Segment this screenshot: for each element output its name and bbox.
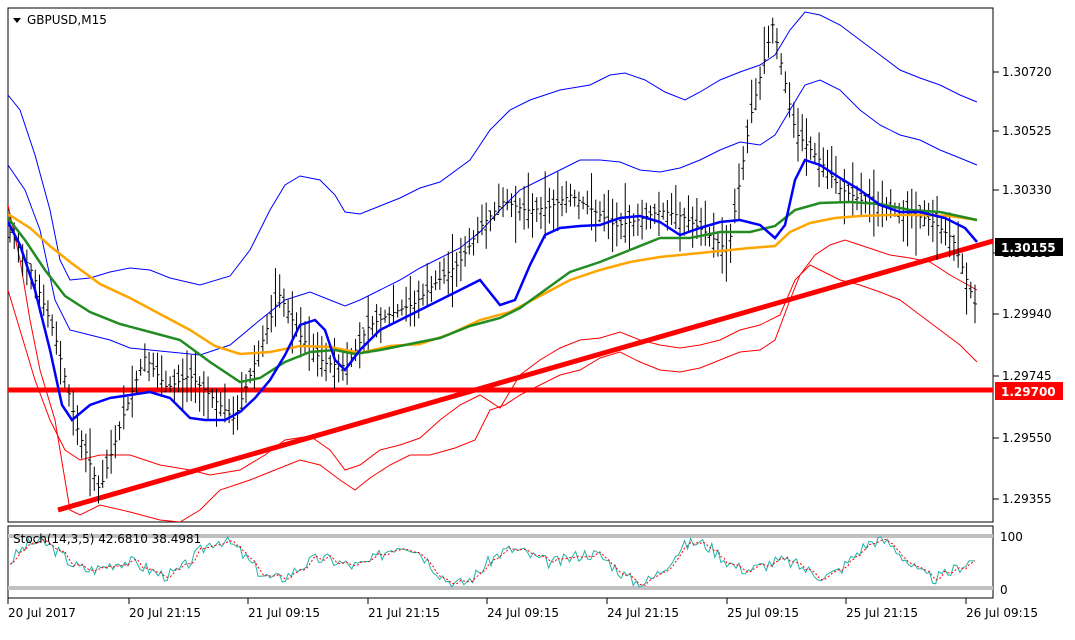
price-axis: 1.30720 1.30525 1.30330 1.30135 1.29940 …	[993, 65, 1063, 506]
price-tick: 1.30330	[1002, 183, 1052, 197]
support-price-label: 1.29700	[1001, 385, 1056, 399]
stoch-main-line	[9, 535, 975, 588]
time-tick: 26 Jul 09:15	[966, 606, 1038, 620]
support-price-label-bg	[995, 382, 1063, 400]
price-tick: 1.29940	[1002, 307, 1052, 321]
price-tick: 1.30525	[1002, 124, 1052, 138]
ma-blue	[8, 158, 978, 422]
symbol-dropdown-icon[interactable]	[13, 18, 21, 23]
stoch-signal-line	[9, 538, 976, 586]
time-tick: 21 Jul 09:15	[248, 606, 320, 620]
time-tick: 24 Jul 21:15	[607, 606, 679, 620]
bollinger-outer-upper	[8, 11, 978, 286]
price-tick: 1.29550	[1002, 431, 1052, 445]
price-tick: 1.29745	[1002, 369, 1052, 383]
bollinger-inner-lower	[8, 204, 978, 522]
time-tick: 25 Jul 21:15	[846, 606, 918, 620]
stoch-level-top-label: 100	[1000, 530, 1023, 544]
time-tick: 24 Jul 09:15	[487, 606, 559, 620]
price-tick: 1.29355	[1002, 492, 1052, 506]
ma-orange	[8, 212, 978, 356]
time-axis: 20 Jul 2017 20 Jul 21:15 21 Jul 09:15 21…	[7, 598, 1038, 620]
current-price-label-bg	[995, 238, 1063, 256]
bollinger-outer-lower	[8, 79, 978, 356]
time-tick: 21 Jul 21:15	[368, 606, 440, 620]
time-tick: 25 Jul 09:15	[727, 606, 799, 620]
trend-line[interactable]	[57, 238, 993, 513]
stoch-label: Stoch(14,3,5) 42.6810 38.4981	[13, 532, 201, 546]
time-tick: 20 Jul 21:15	[129, 606, 201, 620]
ma-green	[8, 200, 978, 384]
symbol-title[interactable]: GBPUSD,M15	[27, 13, 107, 27]
main-panel[interactable]	[7, 7, 994, 523]
price-tick: 1.30720	[1002, 65, 1052, 79]
current-price-label: 1.30155	[1001, 241, 1056, 255]
stoch-level-bottom-label: 0	[1000, 583, 1008, 597]
time-tick: 20 Jul 2017	[8, 606, 76, 620]
